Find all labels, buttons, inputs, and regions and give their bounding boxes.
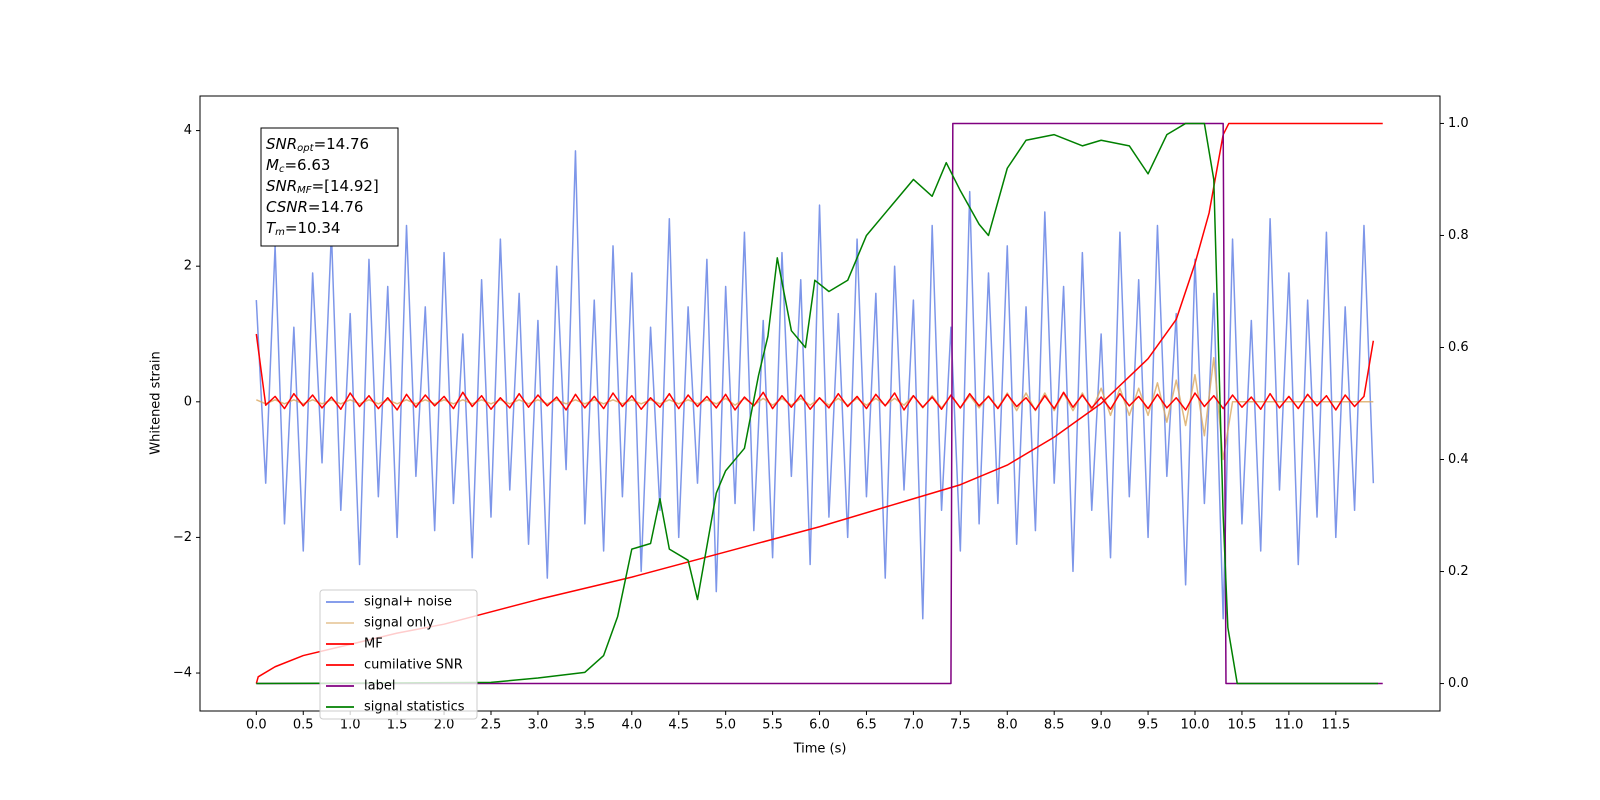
legend-label: cumilative SNR <box>364 658 463 673</box>
legend-label: signal+ noise <box>364 595 452 610</box>
y2-tick-label: 0.2 <box>1448 564 1469 579</box>
annotation-symbol: CSNR <box>266 198 308 216</box>
y2-tick-label: 0.4 <box>1448 452 1469 467</box>
legend-frame <box>319 589 478 720</box>
annotation-symbol: M <box>266 156 279 174</box>
annotation-value: =14.76 <box>308 198 364 216</box>
annotation: Tm=10.34 <box>266 219 340 239</box>
x-tick-label: 3.5 <box>575 718 596 733</box>
annotation-symbol: SNR <box>266 135 297 153</box>
x-tick-label: 3.0 <box>528 718 549 733</box>
x-tick-label: 7.0 <box>903 718 924 733</box>
y-tick-label: −4 <box>173 666 192 681</box>
x-tick-label: 8.5 <box>1044 718 1065 733</box>
x-tick-label: 6.5 <box>856 718 877 733</box>
annotation-value: =14.76 <box>314 135 370 153</box>
y2-tick-label: 0.0 <box>1448 676 1469 691</box>
y-axis-label: Whitened strain <box>149 351 164 454</box>
annotation-value: =[14.92] <box>312 177 379 195</box>
x-tick-label: 8.0 <box>997 718 1018 733</box>
legend-label: signal statistics <box>364 700 465 715</box>
annotation-subscript: MF <box>297 185 312 196</box>
y-tick-label: 0 <box>184 394 192 409</box>
x-tick-label: 10.5 <box>1227 718 1256 733</box>
x-tick-label: 5.0 <box>715 718 736 733</box>
y-tick-label: −2 <box>173 530 192 545</box>
x-tick-label: 7.5 <box>950 718 971 733</box>
legend-label: MF <box>364 637 383 652</box>
x-tick-label: 10.0 <box>1181 718 1210 733</box>
x-tick-label: 4.0 <box>621 718 642 733</box>
annotation-subscript: c <box>279 164 285 175</box>
x-axis-label: Time (s) <box>793 742 847 757</box>
x-tick-label: 4.5 <box>668 718 689 733</box>
x-tick-label: 0.0 <box>246 718 267 733</box>
annotation-value: =6.63 <box>284 156 330 174</box>
y2-tick-label: 0.6 <box>1448 340 1469 355</box>
x-tick-label: 9.5 <box>1138 718 1159 733</box>
x-tick-label: 2.5 <box>481 718 502 733</box>
y2-tick-label: 1.0 <box>1448 116 1469 131</box>
x-tick-label: 0.5 <box>293 718 314 733</box>
legend: signal+ noise signal only MF cumilative SNR… <box>319 589 478 720</box>
annotation-value: =10.34 <box>285 219 341 237</box>
x-tick-label: 1.0 <box>340 718 361 733</box>
annotation: SNRopt=14.76 <box>266 135 369 155</box>
x-tick-label: 9.0 <box>1091 718 1112 733</box>
annotation-frame <box>260 127 399 247</box>
annotation: CSNR=14.76 <box>266 198 363 216</box>
y-tick-label: 2 <box>184 259 192 274</box>
x-tick-label: 11.5 <box>1321 718 1350 733</box>
x-tick-label: 5.5 <box>762 718 783 733</box>
x-tick-label: 11.0 <box>1274 718 1303 733</box>
legend-label: signal only <box>364 616 434 631</box>
series-line <box>255 333 1375 411</box>
y-tick-label: 4 <box>184 123 192 138</box>
annotation-symbol: T <box>266 219 277 237</box>
series-line <box>255 150 1375 620</box>
legend-label: label <box>364 679 395 694</box>
x-tick-label: 6.0 <box>809 718 830 733</box>
annotation-symbol: SNR <box>266 177 297 195</box>
annotation-box: SNRopt=14.76Mc=6.63SNRMF=[14.92]CSNR=14.… <box>260 127 399 247</box>
series-line <box>256 122 1379 685</box>
annotation: Mc=6.63 <box>266 156 330 176</box>
annotation: SNRMF=[14.92] <box>266 177 379 197</box>
y2-tick-label: 0.8 <box>1448 228 1469 243</box>
x-tick-label: 2.0 <box>434 718 455 733</box>
annotation-subscript: m <box>275 227 285 238</box>
x-tick-label: 1.5 <box>387 718 408 733</box>
series-line <box>256 356 1374 461</box>
annotation-subscript: opt <box>297 143 314 154</box>
